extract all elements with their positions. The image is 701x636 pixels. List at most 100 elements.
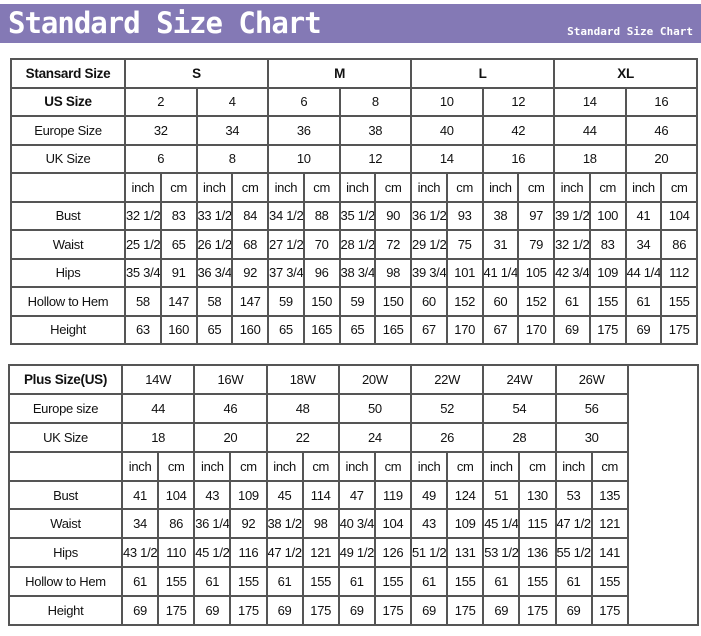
measurement-value: 69 [553, 314, 591, 345]
measurement-value: 147 [231, 286, 270, 317]
size-value: 16 [481, 143, 556, 174]
size-value: 2 [124, 86, 198, 117]
measurement-value: 38 [481, 200, 520, 231]
table-row: inch cm inch cm inch cm inch cm inch cm inch cm inch… [8, 450, 698, 482]
table-row: Hollow to Hem 58 147 58 147 59 150 59 150 60 152 60… [10, 286, 699, 317]
measurement-value: 70 [302, 229, 341, 260]
measurement-value: 91 [159, 257, 198, 288]
plus-size-22w: 22W [409, 364, 485, 395]
measurement-value: 61 [554, 566, 593, 598]
measurement-value: 32 1/2 [124, 200, 162, 231]
measurement-value: 31 [481, 229, 520, 260]
unit-inch: inch [265, 450, 304, 482]
measurement-value: 41 1/4 [481, 257, 520, 288]
unit-cm: cm [373, 450, 413, 482]
measurement-value: 84 [231, 200, 270, 231]
size-value: 54 [482, 392, 557, 424]
measurement-value: 53 [554, 479, 593, 511]
measurement-value: 92 [231, 257, 270, 288]
measurement-value: 26 1/2 [195, 229, 234, 260]
measurement-value: 175 [518, 595, 557, 627]
measurement-value: 79 [517, 229, 556, 260]
measurement-value: 34 [120, 508, 160, 540]
unit-cm: cm [518, 450, 557, 482]
unit-cm: cm [159, 172, 198, 203]
unit-inch: inch [482, 450, 521, 482]
unit-inch: inch [410, 172, 448, 203]
measurement-value: 47 1/2 [265, 537, 304, 569]
measurement-value: 44 1/4 [624, 257, 663, 288]
unit-cm: cm [590, 450, 629, 482]
size-value: 44 [553, 115, 627, 146]
measurement-label: Bust [10, 200, 126, 231]
unit-inch: inch [267, 172, 305, 203]
size-value: 24 [337, 421, 413, 453]
measurement-value: 165 [374, 314, 413, 345]
measurement-value: 155 [660, 286, 699, 317]
table-row: UK Size 18 20 22 24 26 28 30 [8, 421, 698, 453]
measurement-value: 38 1/2 [265, 508, 304, 540]
measurement-value: 58 [195, 286, 234, 317]
measurement-value: 69 [624, 314, 663, 345]
size-value: 16 [624, 86, 699, 117]
size-value: 44 [120, 392, 196, 424]
measurement-value: 72 [374, 229, 413, 260]
plus-size-14w: 14W [120, 364, 196, 395]
measurement-value: 175 [588, 314, 627, 345]
measurement-value: 93 [445, 200, 484, 231]
table-row: Europe Size 32 34 36 38 40 42 44 46 [10, 115, 699, 146]
measurement-value: 69 [482, 595, 521, 627]
measurement-value: 34 1/2 [267, 200, 305, 231]
measurement-value: 126 [373, 537, 413, 569]
measurement-value: 121 [590, 508, 629, 540]
measurement-value: 175 [301, 595, 340, 627]
measurement-value: 105 [517, 257, 556, 288]
measurement-value: 109 [229, 479, 268, 511]
size-value: 10 [267, 143, 341, 174]
measurement-value: 61 [409, 566, 449, 598]
row-label: Europe size [8, 392, 123, 424]
size-value: 18 [120, 421, 196, 453]
measurement-value: 119 [373, 479, 413, 511]
measurement-value: 175 [660, 314, 699, 345]
unit-inch: inch [193, 450, 232, 482]
table-row: Bust 41 104 43 109 45 114 47 119 49 124 51 130 53 135 [8, 479, 698, 511]
measurement-value: 86 [660, 229, 699, 260]
size-value: 56 [554, 392, 629, 424]
table-row: Waist 34 86 36 1/4 92 38 1/2 98 40 3/4 104 43 109 4… [8, 508, 698, 540]
measurement-value: 124 [446, 479, 485, 511]
unit-inch: inch [553, 172, 591, 203]
measurement-label: Hips [10, 257, 126, 288]
measurement-value: 175 [157, 595, 196, 627]
table-row: Hips 35 3/4 91 36 3/4 92 37 3/4 96 38 3/4 98 39 3… [10, 257, 699, 288]
size-value: 14 [410, 143, 484, 174]
size-value: 40 [410, 115, 484, 146]
measurement-value: 61 [482, 566, 521, 598]
unit-inch: inch [624, 172, 663, 203]
measurement-value: 160 [159, 314, 198, 345]
measurement-value: 97 [517, 200, 556, 231]
measurement-value: 33 1/2 [195, 200, 234, 231]
size-value: 22 [265, 421, 340, 453]
measurement-value: 45 [265, 479, 304, 511]
measurement-value: 136 [518, 537, 557, 569]
size-group-m: M [267, 58, 413, 89]
measurement-value: 92 [229, 508, 268, 540]
banner-title: Standard Size Chart [8, 6, 322, 40]
size-value: 26 [409, 421, 485, 453]
unit-cm: cm [302, 172, 341, 203]
size-value: 8 [338, 86, 413, 117]
banner-subtitle: Standard Size Chart [567, 25, 693, 38]
table-row: Hips 43 1/2 110 45 1/2 116 47 1/2 121 49 1/2 126… [8, 537, 698, 569]
unit-cm: cm [374, 172, 413, 203]
measurement-value: 109 [446, 508, 485, 540]
measurement-value: 155 [446, 566, 485, 598]
measurement-value: 40 3/4 [337, 508, 376, 540]
measurement-value: 175 [373, 595, 413, 627]
measurement-value: 150 [302, 286, 341, 317]
measurement-label: Bust [8, 479, 123, 511]
measurement-value: 130 [518, 479, 557, 511]
measurement-value: 104 [660, 200, 699, 231]
measurement-value: 35 1/2 [338, 200, 377, 231]
measurement-value: 131 [446, 537, 485, 569]
